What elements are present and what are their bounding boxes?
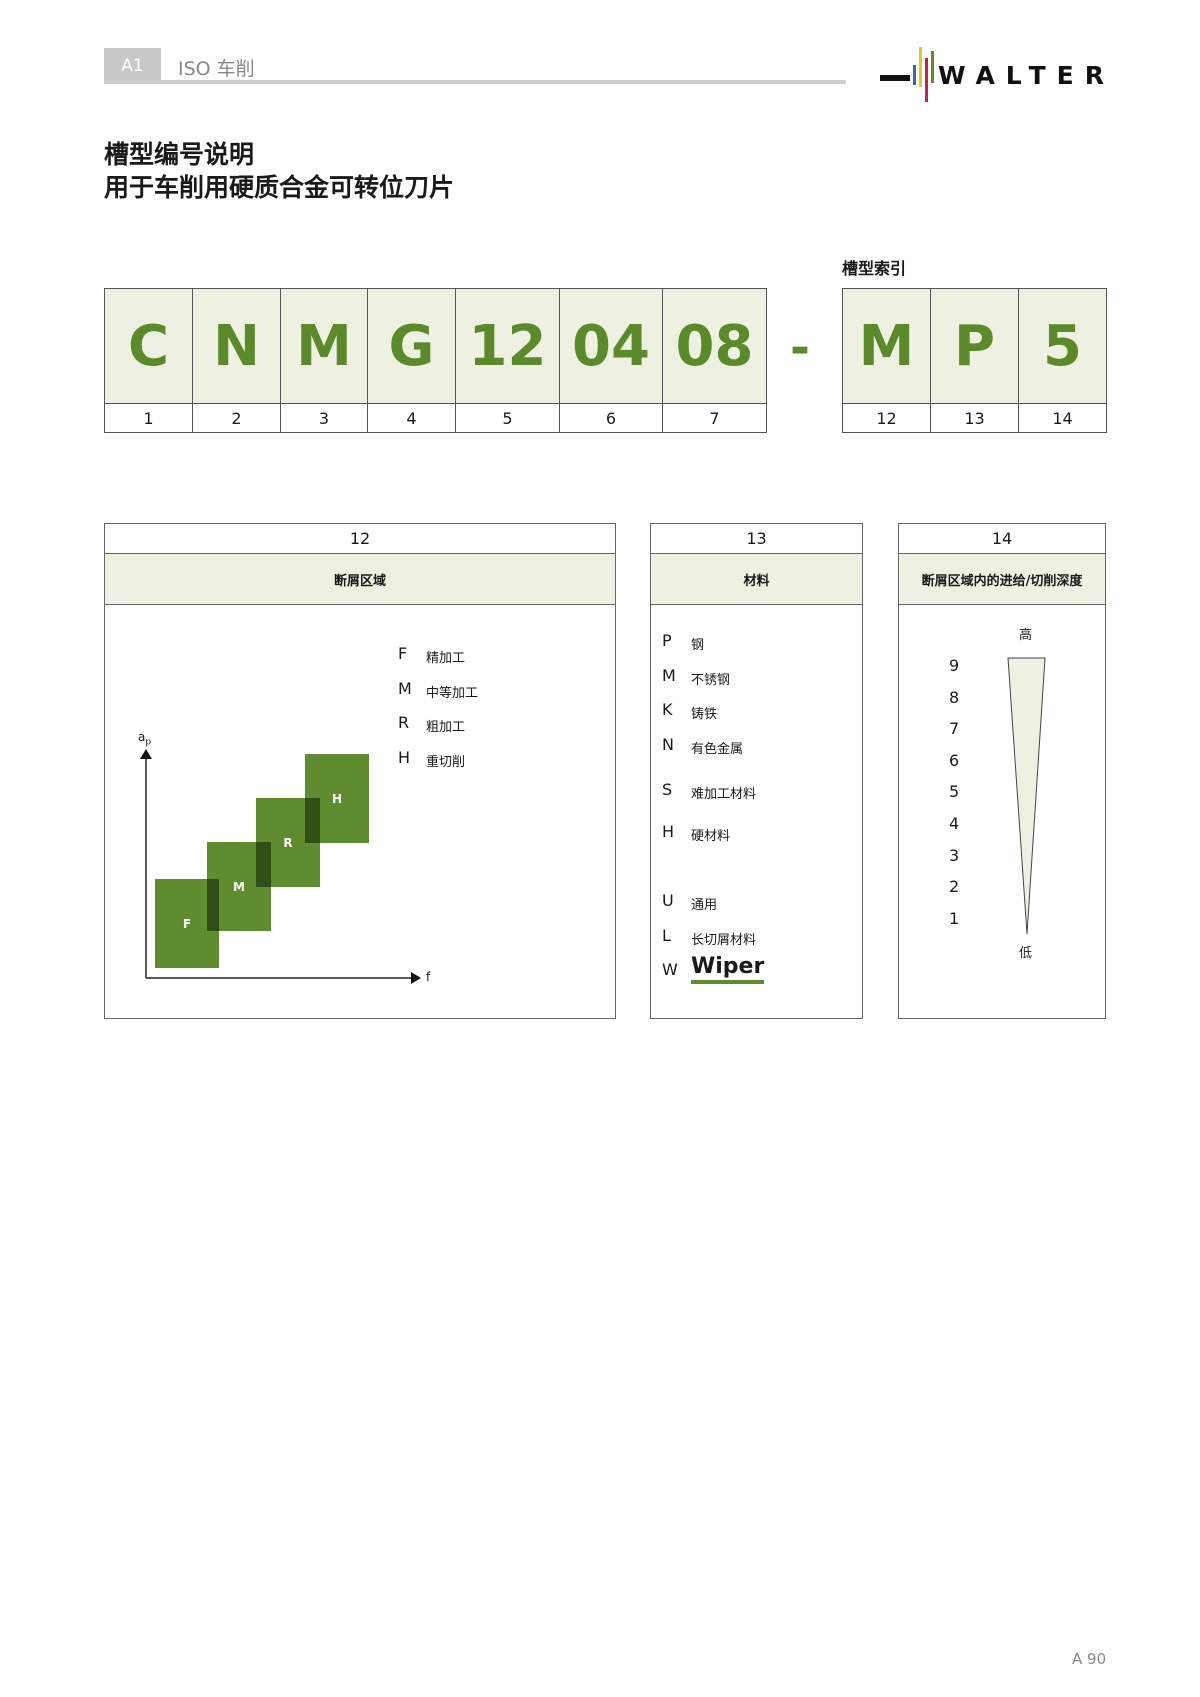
material-label: 硬材料 xyxy=(691,829,731,844)
legend-label: 粗加工 xyxy=(426,720,466,735)
chapter-tab: A1 xyxy=(104,48,161,84)
material-key: L xyxy=(662,926,671,945)
index-letter: 5 xyxy=(1018,288,1107,404)
code-letter: 04 xyxy=(559,288,663,404)
panel-title: 断屑区域内的进给/切削深度 xyxy=(899,554,1105,605)
level-number: 5 xyxy=(949,782,960,802)
material-key: N xyxy=(662,735,674,754)
level-number: 8 xyxy=(949,687,960,707)
level-number: 7 xyxy=(949,719,960,739)
panel-feed-depth: 14 断屑区域内的进给/切削深度 高 低 9 8 7 6 5 4 3 2 1 xyxy=(898,523,1106,1019)
level-number: 2 xyxy=(949,877,960,897)
code-letter: G xyxy=(367,288,456,404)
code-letter: C xyxy=(104,288,193,404)
wedge-scale xyxy=(1007,657,1046,935)
legend-key: M xyxy=(398,678,412,698)
title-line-2: 用于车削用硬质合金可转位刀片 xyxy=(104,173,455,202)
material-key: S xyxy=(662,780,673,799)
level-number: 6 xyxy=(949,750,960,770)
legend-label: 中等加工 xyxy=(426,685,479,701)
material-label: 难加工材料 xyxy=(691,787,757,802)
index-letter: P xyxy=(930,288,1019,404)
code-position: 4 xyxy=(367,403,456,433)
panel-title: 材料 xyxy=(651,554,862,605)
high-label: 高 xyxy=(1019,628,1033,643)
material-label: Wiper xyxy=(691,954,765,984)
legend-key: F xyxy=(398,644,408,663)
title-line-1: 槽型编号说明 xyxy=(104,140,255,169)
index-position: 13 xyxy=(930,403,1019,433)
code-dash: - xyxy=(790,320,810,376)
zone-overlap xyxy=(305,798,320,843)
material-key: W xyxy=(662,960,678,979)
code-position: 1 xyxy=(104,403,193,433)
brand-name: WALTER xyxy=(938,61,1104,90)
section-title: ISO 车削 xyxy=(178,58,255,80)
index-letter: M xyxy=(842,288,931,404)
header-divider xyxy=(104,80,846,84)
level-number: 9 xyxy=(949,656,960,675)
legend-label: 精加工 xyxy=(426,651,466,666)
legend-key: R xyxy=(398,713,410,732)
chart-axes xyxy=(140,749,421,984)
level-number: 3 xyxy=(949,845,960,865)
panel-number: 13 xyxy=(651,524,862,554)
zone-overlap xyxy=(207,879,219,931)
material-label: 通用 xyxy=(691,898,718,913)
material-key: K xyxy=(662,700,673,719)
material-label: 不锈钢 xyxy=(691,673,731,688)
level-number: 4 xyxy=(949,814,960,833)
code-position: 2 xyxy=(192,403,281,433)
material-key: P xyxy=(662,631,672,650)
low-label: 低 xyxy=(1019,946,1033,961)
index-position: 14 xyxy=(1018,403,1107,433)
panel-title: 断屑区域 xyxy=(105,554,615,605)
y-axis-label: ap xyxy=(138,730,152,748)
material-label: 铸铁 xyxy=(691,707,718,722)
material-label: 钢 xyxy=(691,638,705,653)
code-letter: M xyxy=(280,288,368,404)
code-letter: 08 xyxy=(662,288,767,404)
code-letter: 12 xyxy=(455,288,560,404)
legend-label: 重切削 xyxy=(426,754,466,770)
code-position: 6 xyxy=(559,403,663,433)
material-key: M xyxy=(662,666,676,685)
level-number: 1 xyxy=(949,908,960,928)
panel-number: 14 xyxy=(899,524,1105,554)
page-title: 槽型编号说明 用于车削用硬质合金可转位刀片 xyxy=(104,138,454,204)
index-label: 槽型索引 xyxy=(842,259,907,278)
page-number: A 90 xyxy=(1072,1650,1107,1668)
panel-number: 12 xyxy=(105,524,615,554)
x-axis-label: f xyxy=(426,970,431,984)
code-position: 5 xyxy=(455,403,560,433)
material-label: 长切屑材料 xyxy=(691,933,757,948)
code-position: 7 xyxy=(662,403,767,433)
code-position: 3 xyxy=(280,403,368,433)
panel-material: 13 材料 P 钢 M 不锈钢 K 铸铁 N 有色金属 S 难加工材料 H 硬材料 U 通用 L 长切屑材料 W… xyxy=(650,523,863,1019)
code-letter: N xyxy=(192,288,281,404)
legend-key: H xyxy=(398,747,411,767)
material-key: U xyxy=(662,891,674,910)
zone-overlap xyxy=(256,842,271,887)
index-position: 12 xyxy=(842,403,931,433)
material-label: 有色金属 xyxy=(691,742,744,757)
material-key: H xyxy=(662,822,675,841)
walter-logo: WALTER xyxy=(880,45,1106,103)
